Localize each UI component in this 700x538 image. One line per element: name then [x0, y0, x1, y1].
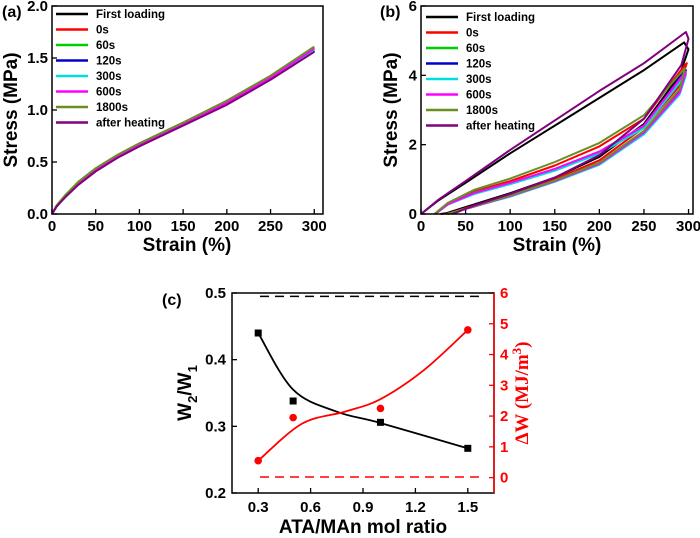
panel-c-point-left	[254, 329, 262, 337]
panel-c-ytick-left-label: 0.4	[205, 352, 227, 369]
panel-a-legend-label: First loading	[96, 9, 165, 21]
panel-b-legend-label: 600s	[466, 90, 492, 102]
panel-c-point-left	[289, 397, 297, 405]
panel-c-xtick-label: 0.6	[300, 499, 321, 516]
panel-b-legend-label: after heating	[466, 121, 535, 133]
panel-a-ytick-label: 0.0	[27, 206, 48, 223]
panel-c-ytick-right-label: 0	[500, 470, 508, 487]
panel-c-ytick-right-label: 1	[500, 439, 508, 456]
panel-c-ytick-right-label: 3	[500, 377, 508, 394]
panel-a-xtick-label: 0	[48, 218, 56, 235]
panel-b-legend-label: 1800s	[466, 105, 498, 117]
panel-b-legend-label: 300s	[466, 74, 492, 86]
panel-a-legend-label: 0s	[96, 25, 109, 37]
panel-c-ytick-right-label: 6	[500, 285, 508, 302]
panel-b-frame	[420, 5, 694, 215]
panel-a-xtick-label: 250	[258, 218, 283, 235]
panel-b-ytick-label: 0	[409, 206, 417, 223]
panel-b-legend-label: 120s	[466, 59, 492, 71]
panel-b-ytick-label: 6	[409, 0, 417, 15]
panel-c-ylabel-right: ΔW (MJ/m3)	[509, 341, 533, 444]
panel-b-series-line	[433, 67, 686, 215]
panel-a-ytick-label: 1.0	[27, 102, 48, 119]
panel-a-legend-label: 1800s	[96, 102, 128, 114]
panel-b-legend-label: 60s	[466, 43, 485, 55]
panel-a-frame	[51, 5, 324, 215]
panel-a-label: (a)	[2, 4, 22, 21]
panel-c-xtick-label: 0.3	[248, 499, 269, 516]
panel-a-xtick-label: 150	[171, 218, 196, 235]
panel-a-ylabel: Stress (MPa)	[1, 52, 22, 167]
panel-b-xtick-label: 200	[587, 218, 612, 235]
panel-c-frame	[231, 292, 495, 494]
panel-c-ytick-left-label: 0.3	[205, 418, 226, 435]
panel-b-legend-label: 0s	[466, 28, 479, 40]
panel-a-legend-label: 600s	[96, 87, 122, 99]
panel-a-xtick-label: 300	[302, 218, 327, 235]
panel-b-series-line	[420, 31, 690, 215]
panel-b-xtick-label: 50	[457, 218, 474, 235]
panel-b-xlabel: Strain (%)	[513, 235, 602, 256]
panel-b-ylabel: Stress (MPa)	[381, 52, 402, 167]
panel-c-ytick-left-label: 0.5	[205, 285, 226, 302]
panel-b-xtick-label: 250	[631, 218, 656, 235]
panel-c-ylabel-right-text: ΔW (MJ/m3)	[509, 341, 533, 444]
panel-c-point-left	[464, 444, 472, 452]
panel-b-ytick-label: 2	[409, 137, 417, 154]
panel-c-fit-curve-right	[257, 329, 469, 462]
panel-c-ylabel-left-text: W2/W1	[175, 365, 200, 421]
panel-c-xlabel: ATA/MAn mol ratio	[279, 517, 447, 538]
panel-c-ytick-left-label: 0.2	[205, 485, 226, 502]
panel-a-legend-label: 300s	[96, 71, 122, 83]
panel-a-series-line	[51, 45, 315, 215]
panel-c-point-right	[376, 404, 385, 413]
panel-b-xtick-label: 150	[542, 218, 567, 235]
panel-c-point-right	[289, 413, 297, 422]
panel-c-xtick-label: 1.5	[457, 499, 478, 516]
panel-a-series-line	[51, 50, 315, 215]
panel-b-xtick-label: 0	[417, 218, 425, 235]
panel-a: (a) 0 50 100 150 200 250 300 0.0 0.5 1.0 1.5 2.0 Fir…	[1, 0, 327, 256]
panel-b-legend-label: First loading	[466, 12, 535, 24]
panel-b-ytick-label: 4	[409, 67, 418, 84]
panel-b-label: (b)	[380, 4, 400, 21]
panel-a-xtick-label: 200	[214, 218, 239, 235]
panel-b: (b) 0 50 100 150 200 250 300 0 2 4 6 First loading 0…	[380, 0, 700, 256]
panel-c-ytick-right-label: 2	[500, 408, 508, 425]
panel-a-legend-label: 60s	[96, 40, 115, 52]
panel-a-xlabel: Strain (%)	[143, 235, 232, 256]
panel-a-xtick-label: 100	[127, 218, 152, 235]
panel-a-legend-label: 120s	[96, 56, 122, 68]
panel-a-legend-label: after heating	[96, 118, 165, 130]
panel-b-xtick-label: 100	[498, 218, 523, 235]
panel-c-xtick-label: 0.9	[353, 499, 374, 516]
panel-c-point-left	[376, 418, 384, 426]
panel-c-fit-curve-left	[257, 332, 469, 450]
panel-a-xtick-label: 50	[87, 218, 104, 235]
panel-c-ytick-right-label: 4	[500, 347, 509, 364]
panel-c-xtick-label: 1.2	[405, 499, 426, 516]
panel-c-label: (c)	[162, 292, 182, 309]
panel-a-ytick-label: 2.0	[27, 0, 48, 15]
panel-c-ylabel-left: W2/W1	[175, 365, 200, 421]
panel-b-xtick-label: 300	[676, 218, 700, 235]
panel-c-point-right	[254, 456, 262, 465]
panel-c: (c) 0.3 0.6 0.9 1.2 1.5 0.2 0.3 0.4 0.5 0 1 2 3 4 5 6 A…	[162, 285, 533, 538]
panel-c-ytick-right-label: 5	[500, 316, 508, 333]
panel-a-ytick-label: 1.5	[27, 50, 48, 67]
panel-c-point-right	[464, 326, 472, 334]
panel-a-ytick-label: 0.5	[27, 154, 48, 171]
